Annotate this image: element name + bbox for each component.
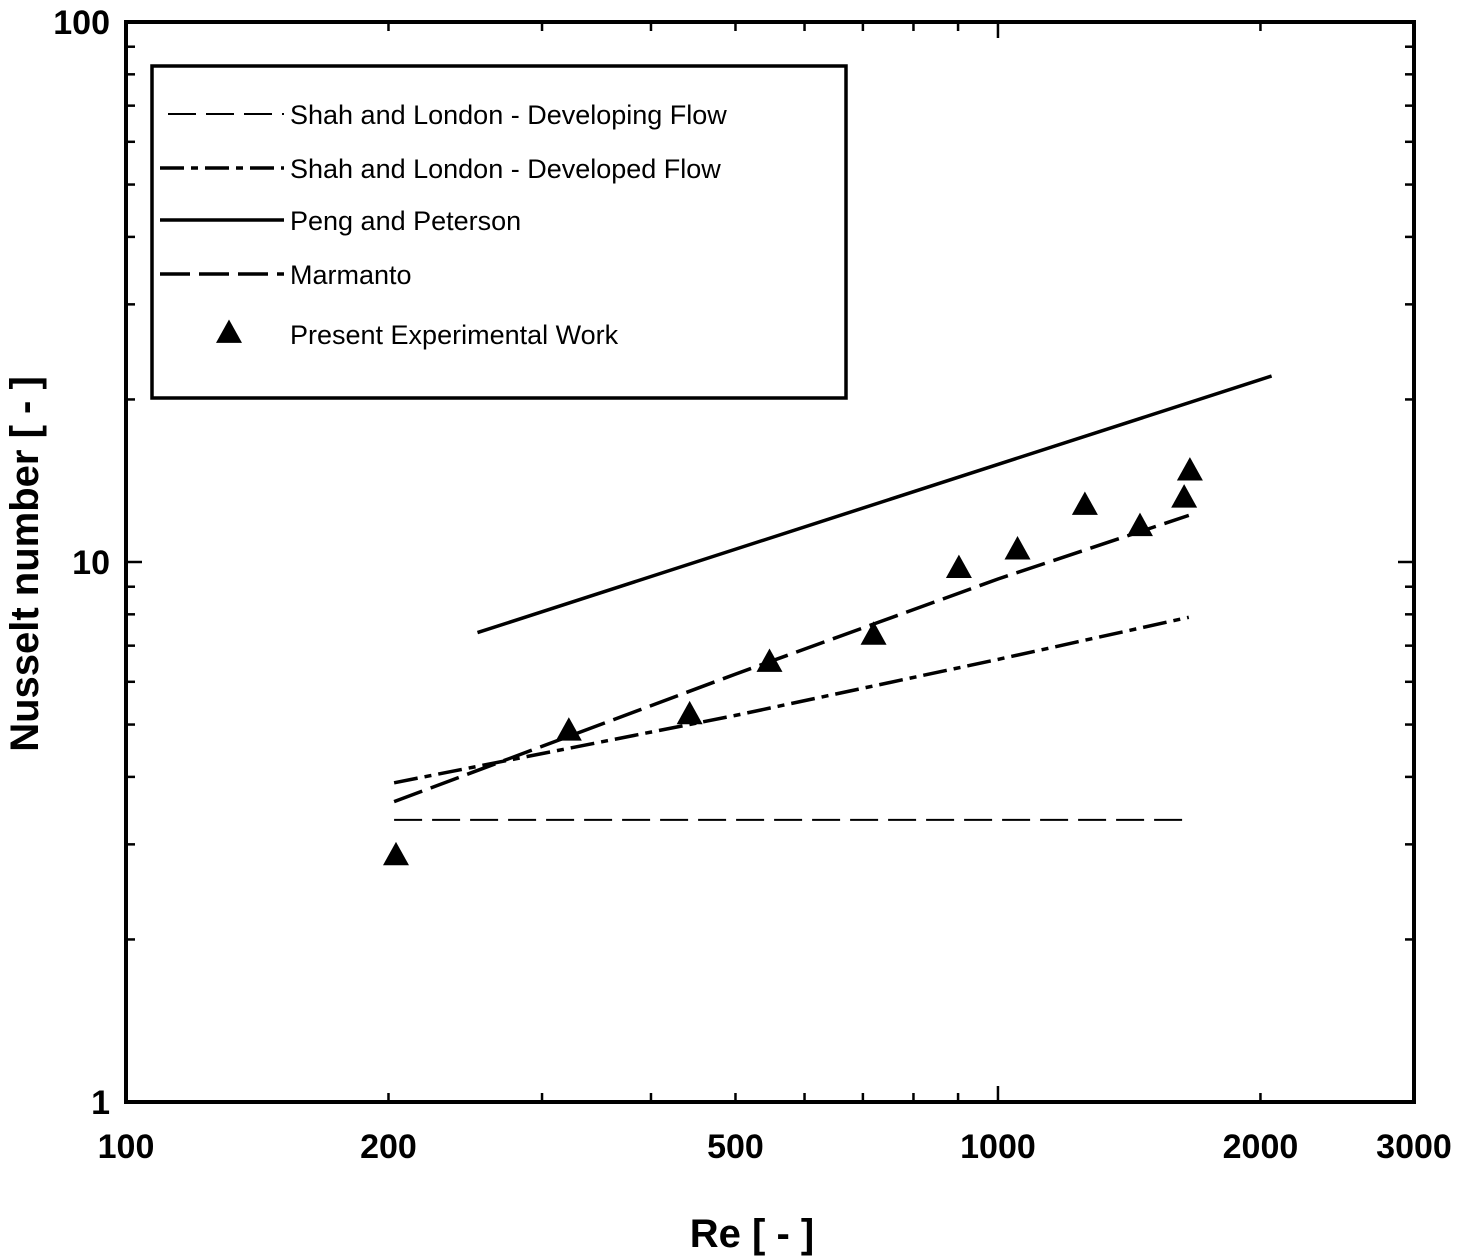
x-tick-label: 500	[707, 1128, 764, 1166]
series-2	[393, 615, 1190, 785]
x-tick-label: 2000	[1223, 1128, 1299, 1166]
legend-item: Shah and London - Developing Flow	[168, 100, 727, 130]
x-tick-label: 100	[98, 1128, 155, 1166]
data-point	[676, 700, 703, 725]
x-tick-label: 3000	[1376, 1128, 1452, 1166]
y-tick-label: 100	[53, 4, 110, 42]
legend-item: Shah and London - Developed Flow	[160, 154, 721, 184]
data-point	[756, 648, 783, 672]
data-point	[1171, 484, 1198, 508]
data-point	[216, 319, 242, 343]
y-axis-title: Nusselt number [ - ]	[3, 376, 47, 752]
data-point	[555, 717, 582, 741]
legend-item: Peng and Peterson	[160, 206, 521, 236]
data-point	[860, 621, 887, 645]
data-point	[1071, 491, 1098, 515]
x-tick-label: 200	[360, 1128, 417, 1166]
x-axis-title: Re [ - ]	[690, 1212, 814, 1256]
data-point	[1176, 457, 1203, 481]
data-point	[1004, 536, 1031, 560]
tick-labels: 100 200 500 1000 2000 3000 1 10 100	[53, 4, 1452, 1166]
y-tick-label: 10	[72, 544, 110, 582]
legend-label: Shah and London - Developing Flow	[290, 100, 727, 130]
series-3	[476, 374, 1273, 635]
legend: Shah and London - Developing Flow Shah an…	[150, 64, 848, 400]
series-line	[476, 374, 1273, 635]
series-layer	[382, 374, 1273, 866]
legend-label: Marmanto	[290, 260, 412, 290]
data-point	[945, 554, 972, 579]
data-point	[1126, 512, 1153, 537]
data-point	[382, 841, 409, 866]
x-tick-label: 1000	[960, 1128, 1036, 1166]
series-line	[393, 615, 1190, 785]
series-5	[382, 457, 1203, 866]
legend-item: Marmanto	[160, 260, 412, 290]
legend-label: Shah and London - Developed Flow	[290, 154, 721, 184]
legend-label: Peng and Peterson	[290, 206, 521, 236]
legend-item: Present Experimental Work	[216, 319, 619, 350]
y-tick-label: 1	[91, 1084, 110, 1122]
axis-ticks	[124, 20, 1416, 1104]
legend-label: Present Experimental Work	[290, 320, 619, 350]
legend-box	[150, 64, 848, 400]
